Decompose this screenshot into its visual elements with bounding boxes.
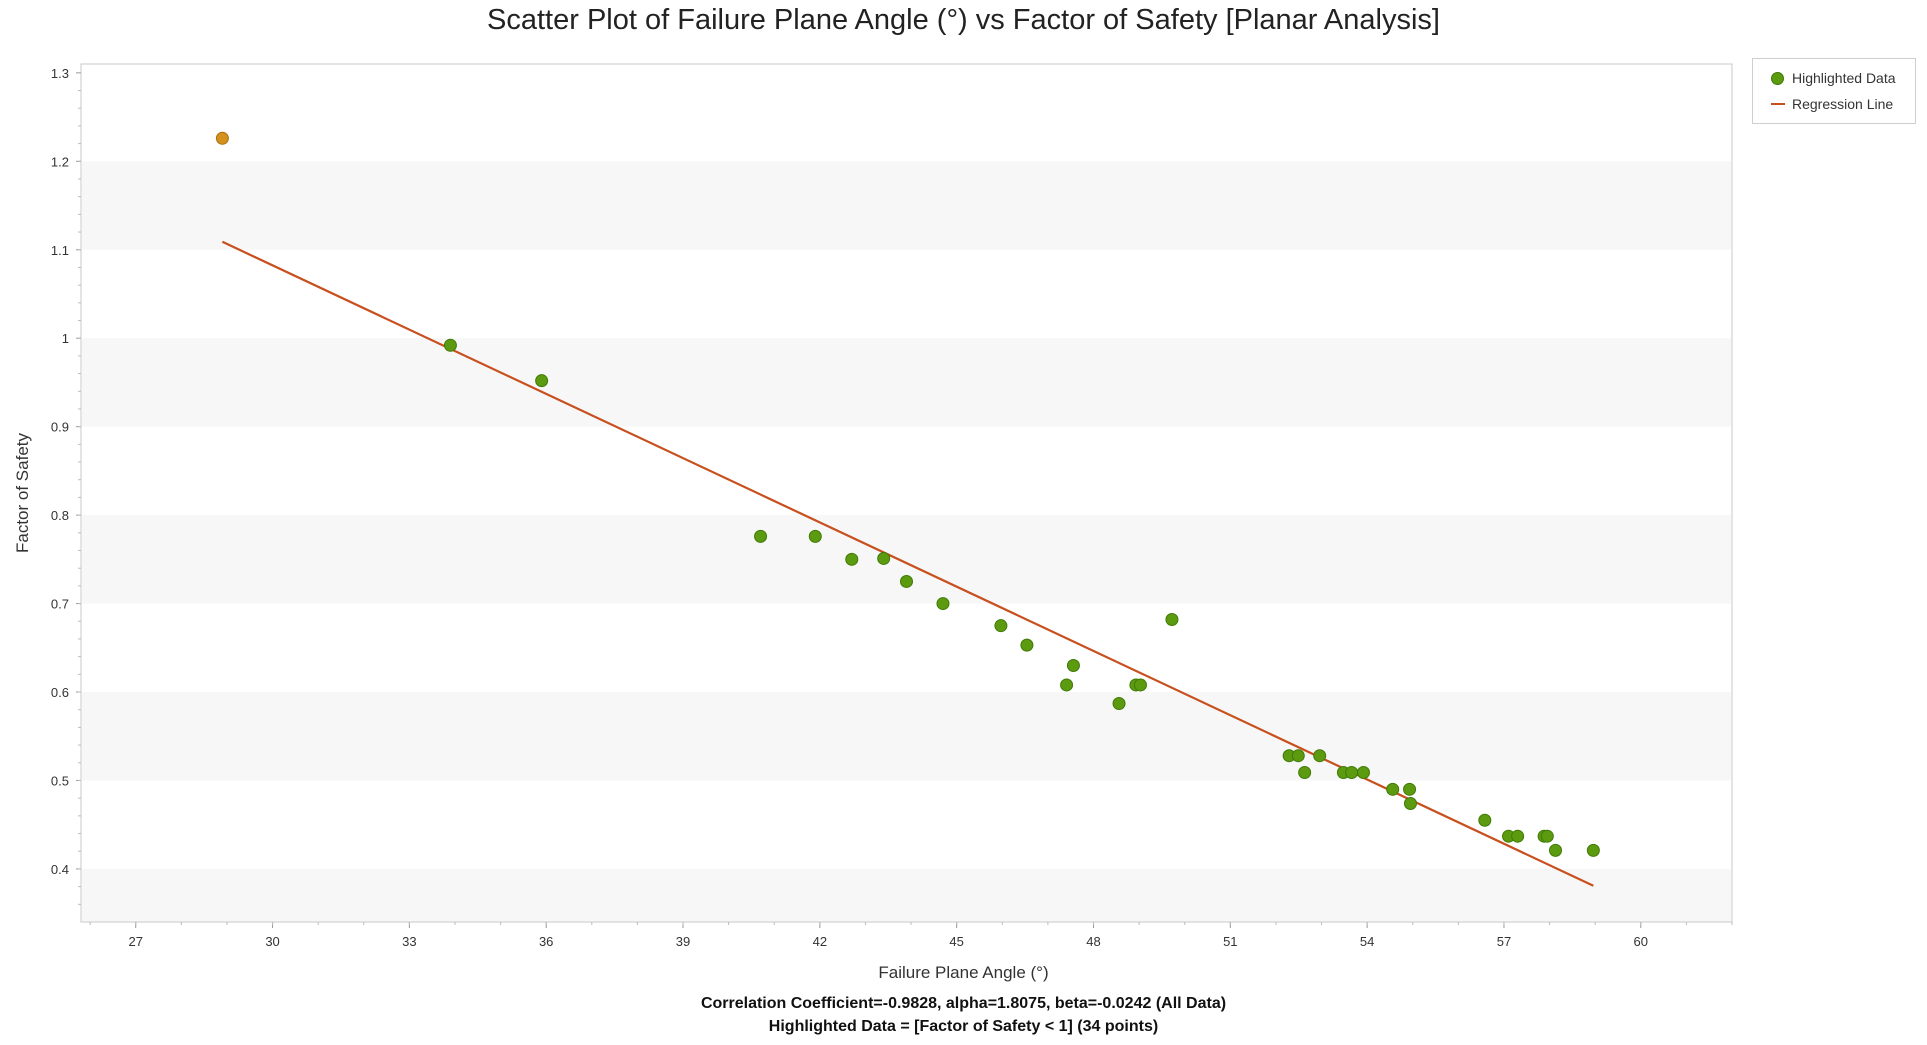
- x-tick-label: 27: [128, 934, 142, 949]
- x-tick-label: 42: [813, 934, 827, 949]
- x-tick-label: 60: [1634, 934, 1648, 949]
- y-tick-label: 1.2: [51, 154, 69, 169]
- data-point-other: [215, 131, 229, 145]
- data-point-highlighted: [443, 338, 457, 352]
- x-tick-label: 54: [1360, 934, 1374, 949]
- y-tick-label: 1.1: [51, 243, 69, 258]
- data-point-highlighted: [1298, 766, 1312, 780]
- y-tick-label: 0.7: [51, 597, 69, 612]
- data-point-highlighted: [900, 574, 913, 588]
- data-point-highlighted: [1020, 638, 1034, 652]
- y-tick-label: 0.5: [51, 773, 69, 788]
- legend-line-icon: [1771, 103, 1785, 105]
- legend-label-regression: Regression Line: [1792, 96, 1894, 112]
- data-point-highlighted: [1548, 843, 1562, 857]
- data-point-highlighted: [1313, 749, 1327, 763]
- data-point-highlighted: [994, 619, 1008, 633]
- legend-item-regression: Regression Line: [1771, 94, 1893, 114]
- grid-band: [82, 338, 1731, 427]
- grid-band: [82, 868, 1731, 922]
- data-point-highlighted: [1586, 843, 1600, 857]
- x-tick-label: 51: [1223, 934, 1237, 949]
- data-point-highlighted: [1356, 766, 1370, 780]
- x-tick-label: 36: [539, 934, 553, 949]
- x-tick-label: 30: [265, 934, 279, 949]
- grid-band: [82, 161, 1731, 250]
- y-tick-label: 0.4: [51, 862, 69, 877]
- y-tick-label: 0.8: [51, 508, 69, 523]
- data-point-highlighted: [1540, 829, 1554, 843]
- grid-band: [82, 515, 1731, 604]
- x-tick-label: 45: [949, 934, 963, 949]
- data-point-highlighted: [1511, 829, 1525, 843]
- data-point-highlighted: [1386, 782, 1400, 796]
- data-point-highlighted: [808, 529, 822, 543]
- x-axis-label: Failure Plane Angle (°): [878, 963, 1049, 982]
- y-tick-label: 1.3: [51, 66, 69, 81]
- legend-item-highlighted: Highlighted Data: [1771, 68, 1896, 88]
- y-tick-label: 1: [62, 331, 69, 346]
- data-point-highlighted: [936, 597, 950, 611]
- plot-frame: [80, 63, 1733, 923]
- data-point-highlighted: [1291, 749, 1305, 763]
- chart-title: Scatter Plot of Failure Plane Angle (°) …: [487, 4, 1440, 36]
- y-axis-label: Factor of Safety: [13, 433, 32, 553]
- y-tick-label: 0.6: [51, 685, 69, 700]
- data-point-highlighted: [1066, 658, 1080, 672]
- data-point-highlighted: [1112, 697, 1126, 711]
- y-tick-label: 0.9: [51, 420, 69, 435]
- legend: Highlighted Data Regression Line: [1752, 58, 1916, 124]
- x-tick-label: 33: [402, 934, 416, 949]
- grid-band: [82, 692, 1731, 781]
- data-point-highlighted: [1403, 796, 1417, 810]
- statistics-annotation: Correlation Coefficient=-0.9828, alpha=1…: [700, 995, 1227, 1012]
- data-point-highlighted: [1478, 813, 1492, 827]
- highlight-annotation: Highlighted Data = [Factor of Safety < 1…: [768, 1018, 1159, 1035]
- data-point-highlighted: [1345, 766, 1359, 780]
- data-point-highlighted: [535, 374, 549, 388]
- data-point-highlighted: [877, 551, 891, 565]
- data-point-highlighted: [1060, 678, 1074, 692]
- data-point-highlighted: [754, 529, 768, 543]
- legend-label-highlighted: Highlighted Data: [1792, 70, 1896, 86]
- data-point-highlighted: [1165, 612, 1179, 626]
- x-tick-label: 57: [1497, 934, 1511, 949]
- x-tick-label: 48: [1086, 934, 1100, 949]
- x-tick-label: 39: [676, 934, 690, 949]
- data-point-highlighted: [1403, 782, 1417, 796]
- legend-dot-icon: [1771, 71, 1784, 85]
- data-point-highlighted: [1133, 678, 1147, 692]
- data-point-highlighted: [845, 552, 859, 566]
